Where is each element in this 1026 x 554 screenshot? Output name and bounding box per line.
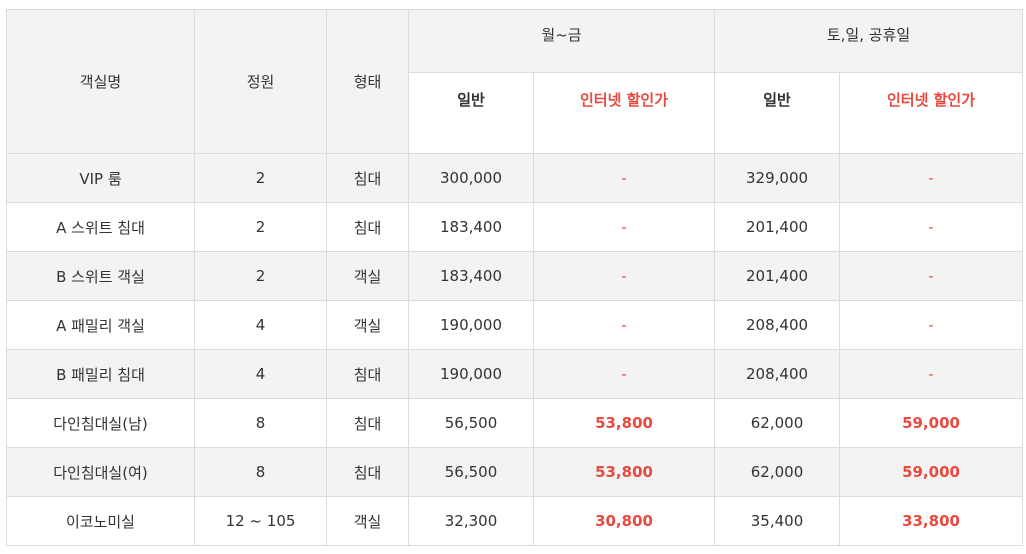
cell-weekend-regular: 62,000	[714, 447, 841, 497]
cell-capacity: 4	[194, 349, 327, 399]
cell-type: 객실	[326, 496, 409, 546]
table-row: B 스위트 객실 2 객실 183,400-201,400-	[6, 251, 1024, 301]
cell-weekday-regular: 32,300	[408, 496, 534, 546]
cell-room-name: 다인침대실(남)	[6, 398, 195, 448]
room-rate-table: 객실명 정원 형태 월~금 토,일, 공휴일 일반 인터넷 할인가 일반 인터넷…	[6, 9, 1024, 546]
cell-weekend-internet: -	[839, 153, 1024, 203]
cell-weekend-internet: -	[839, 349, 1024, 399]
header-type: 형태	[326, 9, 409, 154]
table-row: 이코노미실 12 ~ 105 객실 32,300 30,800 35,400 33,800	[6, 496, 1024, 546]
cell-room-name: A 패밀리 객실	[6, 300, 195, 350]
table-row: A 패밀리 객실 4 객실 190,000-208,400-	[6, 300, 1024, 350]
cell-room-name: VIP 룸	[6, 153, 195, 203]
cell-type: 침대	[326, 202, 409, 252]
cell-type: 객실	[326, 251, 409, 301]
table-row: 다인침대실(남) 8 침대 56,500 53,800 62,000 59,000	[6, 398, 1024, 448]
cell-type: 침대	[326, 398, 409, 448]
cell-weekend-regular: 62,000	[714, 398, 841, 448]
cell-weekday-internet: -	[532, 300, 716, 350]
cell-weekend-internet: 33,800	[839, 496, 1024, 546]
table-row: VIP 룸 2 침대 300,000-329,000-	[6, 153, 1024, 203]
cell-capacity: 2	[194, 251, 327, 301]
cell-capacity: 8	[194, 447, 327, 497]
cell-capacity: 8	[194, 398, 327, 448]
cell-weekday-regular: 300,000	[408, 153, 534, 203]
cell-type: 침대	[326, 447, 409, 497]
cell-weekday-internet: 30,800	[532, 496, 716, 546]
cell-capacity: 4	[194, 300, 327, 350]
cell-weekend-regular: 201,400	[714, 251, 841, 301]
cell-room-name: 다인침대실(여)	[6, 447, 195, 497]
cell-room-name: B 스위트 객실	[6, 251, 195, 301]
table-header: 객실명 정원 형태 월~금 토,일, 공휴일 일반 인터넷 할인가 일반 인터넷…	[6, 9, 1024, 154]
cell-weekend-internet: -	[839, 251, 1024, 301]
cell-weekday-regular: 183,400	[408, 251, 534, 301]
cell-weekday-regular: 190,000	[408, 349, 534, 399]
table-row: A 스위트 침대 2 침대 183,400-201,400-	[6, 202, 1024, 252]
cell-weekend-internet: 59,000	[839, 447, 1024, 497]
cell-weekend-internet: 59,000	[839, 398, 1024, 448]
header-room-name: 객실명	[6, 9, 195, 154]
header-weekend-internet: 인터넷 할인가	[839, 72, 1024, 154]
header-weekday-internet: 인터넷 할인가	[532, 72, 716, 154]
cell-room-name: B 패밀리 침대	[6, 349, 195, 399]
cell-weekday-internet: -	[532, 153, 716, 203]
rate-table-container: 객실명 정원 형태 월~금 토,일, 공휴일 일반 인터넷 할인가 일반 인터넷…	[6, 9, 1024, 546]
cell-room-name: 이코노미실	[6, 496, 195, 546]
header-capacity: 정원	[194, 9, 327, 154]
cell-weekday-regular: 56,500	[408, 398, 534, 448]
header-weekday: 월~금	[407, 9, 716, 73]
cell-capacity: 12 ~ 105	[194, 496, 327, 546]
cell-weekday-internet: -	[532, 251, 716, 301]
cell-weekend-regular: 208,400	[714, 300, 841, 350]
table-row: B 패밀리 침대 4 침대 190,000-208,400-	[6, 349, 1024, 399]
cell-weekend-regular: 35,400	[714, 496, 841, 546]
header-weekend: 토,일, 공휴일	[714, 9, 1024, 73]
cell-type: 객실	[326, 300, 409, 350]
cell-type: 침대	[326, 153, 409, 203]
cell-weekday-regular: 56,500	[408, 447, 534, 497]
cell-type: 침대	[326, 349, 409, 399]
table-body: VIP 룸 2 침대 300,000-329,000- A 스위트 침대 2 침대 183,4…	[6, 153, 1024, 546]
cell-weekend-internet: -	[839, 300, 1024, 350]
header-weekend-regular: 일반	[714, 72, 841, 154]
cell-weekday-regular: 190,000	[408, 300, 534, 350]
cell-capacity: 2	[194, 202, 327, 252]
header-weekday-regular: 일반	[408, 72, 534, 154]
cell-weekday-internet: -	[532, 202, 716, 252]
cell-weekday-regular: 183,400	[408, 202, 534, 252]
cell-weekend-internet: -	[839, 202, 1024, 252]
cell-weekday-internet: 53,800	[532, 447, 716, 497]
cell-room-name: A 스위트 침대	[6, 202, 195, 252]
cell-weekend-regular: 201,400	[714, 202, 841, 252]
cell-weekday-internet: 53,800	[532, 398, 716, 448]
table-row: 다인침대실(여) 8 침대 56,500 53,800 62,000 59,000	[6, 447, 1024, 497]
cell-capacity: 2	[194, 153, 327, 203]
cell-weekend-regular: 329,000	[714, 153, 841, 203]
cell-weekend-regular: 208,400	[714, 349, 841, 399]
cell-weekday-internet: -	[532, 349, 716, 399]
